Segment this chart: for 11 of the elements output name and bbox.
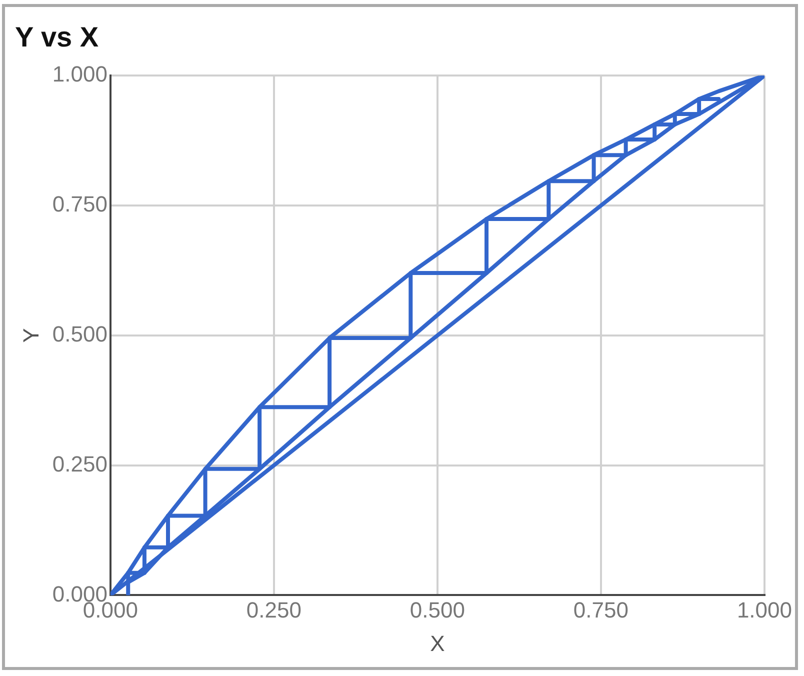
y-tick-label: 0.500	[52, 321, 108, 346]
x-tick-label: 0.500	[410, 597, 465, 622]
y-tick-label: 0.750	[52, 192, 108, 217]
x-tick-label: 0.250	[246, 597, 302, 622]
chart-title: Y vs X	[15, 22, 99, 53]
y-tick-label: 1.000	[52, 62, 108, 87]
y-tick-label: 0.250	[52, 451, 108, 476]
x-tick-label: 0.750	[573, 597, 628, 622]
y-axis-title: Y	[18, 328, 44, 343]
x-tick-label: 1.000	[736, 597, 792, 622]
x-axis-title: X	[430, 630, 446, 656]
